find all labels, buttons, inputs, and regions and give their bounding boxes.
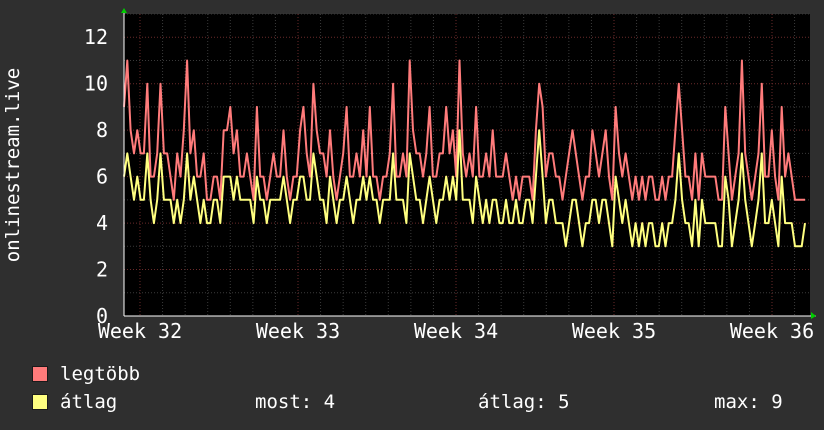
series-lines [123,59,806,248]
series-line-max [123,59,805,201]
y-axis-arrow [121,8,127,13]
y-tick-label: 8 [96,118,108,142]
legend-label-avg: átlag [60,391,118,413]
y-tick-label: 4 [96,211,108,235]
y-tick-label: 12 [84,25,108,49]
x-tick-label: Week 33 [256,319,340,343]
y-axis-label: onlinestream.live [2,68,24,262]
series-line-avg [123,129,806,248]
x-tick-label: Week 36 [730,319,814,343]
x-axis-arrow [811,312,816,319]
legend-swatch-avg [32,394,48,410]
stat-avg: átlag: 5 [478,391,570,413]
y-tick-label: 6 [96,165,108,189]
axes [121,8,816,319]
x-tick-label: Week 32 [98,319,182,343]
x-tick-labels: Week 32 Week 33 Week 34 Week 35 Week 36 [98,319,814,343]
legend-item-max: legtöbb [32,363,140,385]
legend-label-max: legtöbb [60,363,141,385]
x-tick-label: Week 34 [414,319,498,343]
y-tick-label: 2 [96,258,108,282]
x-tick-label: Week 35 [572,319,656,343]
y-tick-labels: 0 2 4 6 8 10 12 [84,25,108,328]
legend-swatch-max [32,366,48,382]
y-tick-label: 0 [96,304,108,328]
y-tick-label: 10 [84,72,108,96]
legend-item-avg: átlag [32,391,117,413]
stat-max: max: 9 [714,391,783,413]
stat-now: most: 4 [255,391,336,413]
